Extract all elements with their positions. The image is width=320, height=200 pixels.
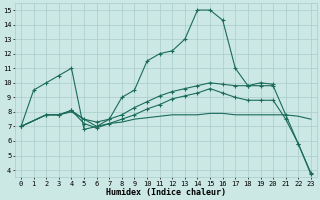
X-axis label: Humidex (Indice chaleur): Humidex (Indice chaleur): [106, 188, 226, 197]
